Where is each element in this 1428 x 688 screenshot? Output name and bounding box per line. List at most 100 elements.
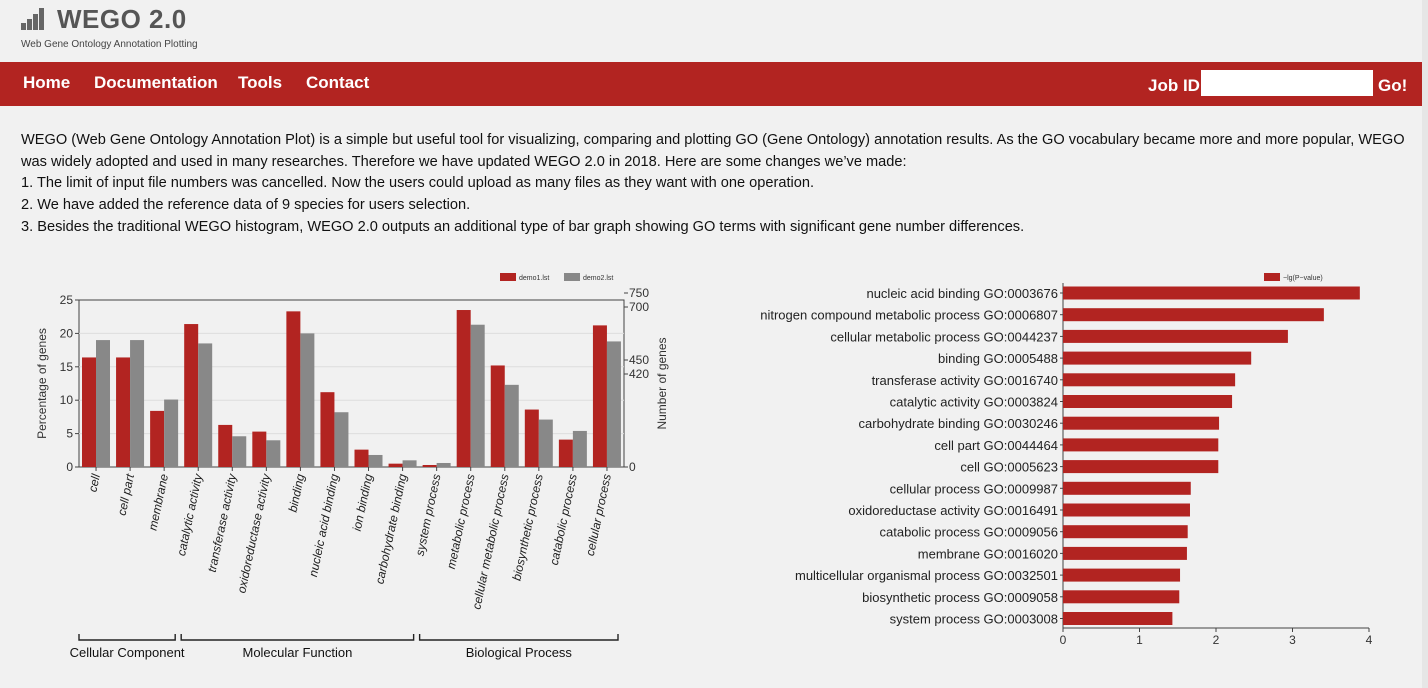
x-tick-label: biosynthetic process (509, 473, 545, 582)
x-tick-label: cell (86, 472, 104, 493)
bar-demo1 (354, 449, 369, 467)
y2-tick-label: 450 (629, 353, 649, 367)
bar-significance (1063, 546, 1187, 560)
site-title[interactable]: WEGO 2.0 (57, 4, 187, 34)
bar-demo1 (592, 325, 607, 467)
intro-paragraph: WEGO (Web Gene Ontology Annotation Plot)… (21, 132, 1405, 170)
significance-bar-chart: 0 1 2 3 4 −lg(P−value) nucleic acid binding GO… (760, 273, 1373, 647)
bar-demo2 (470, 324, 485, 467)
bar-significance (1063, 395, 1233, 408)
y-tick-label: 25 (60, 293, 74, 307)
legend-swatch (1264, 273, 1280, 281)
nav-home[interactable]: Home (23, 73, 71, 92)
page-scrollbar[interactable] (1422, 0, 1428, 688)
y-tick-label: 10 (60, 393, 74, 407)
y-tick-label: cell GO:0005623 (960, 460, 1058, 475)
go-button[interactable]: Go! (1378, 76, 1408, 95)
bar-demo2 (164, 399, 179, 467)
legend-label: demo1.lst (519, 275, 549, 282)
y-tick-label: nitrogen compound metabolic process GO:0… (760, 308, 1058, 323)
bar-demo1 (218, 424, 233, 467)
y-tick-label: multicellular organismal process GO:0032… (795, 568, 1058, 583)
intro-point-1: 1. The limit of input file numbers was c… (21, 175, 815, 192)
legend-swatch (564, 273, 580, 281)
x-tick-label: 1 (1136, 633, 1143, 647)
x-tick-label: oxidoreductase activity (234, 472, 273, 595)
bar-significance (1063, 438, 1219, 452)
bar-significance (1063, 308, 1324, 322)
legend-swatch (500, 273, 516, 281)
bar-significance (1063, 329, 1288, 343)
bar-demo1 (558, 439, 573, 467)
bar-demo1 (286, 311, 301, 467)
x-tick-label: 0 (1060, 633, 1067, 647)
bar-significance (1063, 416, 1220, 430)
bar-demo1 (456, 310, 471, 467)
site-subtitle: Web Gene Ontology Annotation Plotting (21, 39, 198, 50)
y2-axis-title: Number of genes (655, 337, 669, 429)
bar-demo2 (402, 460, 417, 467)
group-label: Cellular Component (70, 645, 185, 660)
legend-label: demo2.lst (583, 275, 613, 282)
y-tick-label: cellular process GO:0009987 (890, 481, 1058, 496)
group-bracket (418, 634, 619, 641)
y-tick-label: 0 (66, 460, 73, 474)
y-tick-label: cellular metabolic process GO:0044237 (830, 329, 1058, 344)
bar-demo2 (300, 333, 315, 467)
bar-demo1 (252, 431, 267, 467)
header: WEGO 2.0 Web Gene Ontology Annotation Pl… (0, 0, 1428, 62)
bar-significance (1063, 481, 1191, 495)
nav-bar: Home Documentation Tools Contact Job ID … (0, 62, 1422, 106)
y-tick-label: membrane GO:0016020 (918, 546, 1058, 561)
bar-significance (1063, 590, 1180, 604)
bar-demo1 (524, 409, 539, 467)
bar-demo1 (116, 357, 131, 467)
x-tick-label: nucleic acid binding (306, 472, 342, 578)
bar-demo1 (388, 463, 403, 467)
bar-demo2 (504, 384, 519, 467)
bar-demo2 (96, 340, 110, 467)
bar-significance (1063, 503, 1190, 517)
y-tick-label: nucleic acid binding GO:0003676 (866, 286, 1058, 301)
bar-demo1 (422, 464, 437, 467)
y-tick-label: catabolic process GO:0009056 (880, 525, 1059, 540)
nav-contact[interactable]: Contact (306, 73, 370, 92)
y2-tick-label: 420 (629, 367, 649, 381)
bar-demo1 (82, 357, 96, 467)
bar-demo2 (130, 340, 145, 467)
y-tick-label: carbohydrate binding GO:0030246 (859, 416, 1058, 431)
y-tick-label: 20 (60, 326, 74, 340)
y-tick-label: catalytic activity GO:0003824 (890, 395, 1058, 410)
nav-documentation[interactable]: Documentation (94, 73, 218, 92)
bar-demo1 (490, 365, 505, 467)
y2-tick-label: 750 (629, 286, 649, 300)
y-tick-label: binding GO:0005488 (938, 351, 1058, 366)
y-tick-label: system process GO:0003008 (890, 612, 1058, 627)
y2-tick-label: 700 (629, 300, 649, 314)
bar-demo1 (150, 410, 165, 467)
job-id-input[interactable] (1201, 70, 1373, 96)
x-tick-label: catabolic process (547, 473, 580, 567)
bar-demo2 (266, 440, 281, 467)
nav-tools[interactable]: Tools (238, 73, 283, 92)
plot-frame (78, 299, 625, 468)
x-tick-label: cell part (115, 472, 138, 517)
bar-demo2 (606, 341, 621, 467)
bar-demo2 (572, 430, 587, 467)
group-label: Biological Process (466, 645, 573, 660)
bar-chart-logo-icon (21, 8, 44, 30)
x-tick-label: metabolic process (444, 473, 478, 571)
intro-text: WEGO (Web Gene Ontology Annotation Plot)… (21, 130, 1416, 239)
x-tick-label: system process (413, 473, 444, 557)
y2-tick-label: 0 (629, 460, 636, 474)
x-tick-label: ion binding (350, 472, 376, 532)
x-tick-label: catalytic activity (174, 472, 205, 557)
bar-demo2 (232, 436, 247, 467)
bar-significance (1063, 460, 1219, 474)
bar-demo2 (368, 454, 383, 467)
bar-significance (1063, 568, 1181, 582)
bar-demo1 (184, 324, 199, 467)
x-tick-label: 2 (1213, 633, 1220, 647)
bar-significance (1063, 612, 1173, 625)
